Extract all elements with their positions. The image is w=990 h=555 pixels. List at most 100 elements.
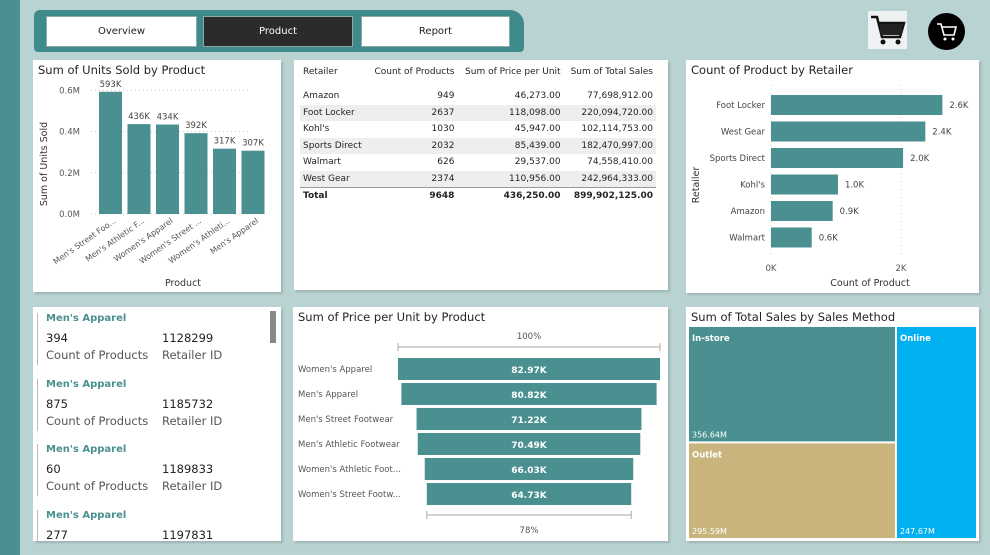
retailer-id-value: 1197831 [162,527,214,542]
data-label: 434K [157,113,179,123]
scrollbar-thumb[interactable] [270,311,276,343]
bar [771,201,833,221]
table-cell: 2032 [367,137,458,154]
data-label: 82.97K [511,366,547,376]
funnel-top-range [397,343,661,351]
table-cell: 77,698,912.00 [587,91,653,102]
column-header[interactable]: Retailer [303,67,338,77]
table-cell: 85,439.00 [457,137,564,154]
bar [127,124,151,214]
retailer-id-label: Retailer ID [162,348,223,362]
column-header[interactable]: Sum of Price per Unit [465,67,561,77]
product-card[interactable]: Men's Apparel 394 1128299 Count of Products… [37,313,257,365]
data-label: 70.49K [511,441,547,451]
bar [771,121,926,142]
data-label: 80.82K [511,391,547,401]
chart-title: Sum of Units Sold by Product [38,63,206,77]
data-label: 0.6K [819,234,839,244]
total-row: Total 9648 436,250.00 899,902,125.00 [300,186,656,204]
table-cell: 9648 [367,186,458,204]
product-card[interactable]: Men's Apparel 60 1189833 Count of Products R… [37,444,257,496]
column-header[interactable]: Sum of Total Sales [570,67,653,77]
table-cell: Walmart [303,157,341,168]
data-label: 2.6K [949,101,969,111]
table-cell: 626 [437,157,455,168]
table-cell: Sports Direct [300,137,368,154]
page-navigation: Overview Product Report [34,10,524,52]
shopping-cart-icon[interactable] [868,11,907,49]
table-cell: 1030 [431,124,455,135]
bar [156,124,179,214]
table-cell: West Gear [300,170,368,187]
funnel-bar [424,458,634,480]
category-label: Men's Apparel [298,390,358,400]
y-tick-label: 0.6M [59,86,80,96]
card-title: Men's Apparel [46,509,127,521]
table-cell: 102,114,753.00 [581,124,653,135]
data-label: 307K [242,139,264,149]
table-cell: 182,470,997.00 [563,137,656,154]
category-label: Women's Athletic Foot... [298,465,401,475]
bar [184,133,208,214]
card-title: Men's Apparel [46,444,127,455]
y-tick-label: 0.2M [59,169,80,179]
tile-value: 356.64M [692,430,727,439]
data-label: 71.22K [511,416,547,426]
table-cell: Total [300,186,368,204]
product-card[interactable]: Men's Apparel 875 1185732 Count of Products… [37,378,257,431]
funnel-bar [398,358,660,380]
product-card-list: Men's Apparel 394 1128299 Count of Products… [33,307,281,541]
treemap-tile [897,327,976,538]
count-value: 277 [46,527,68,542]
table-cell: 2637 [367,104,458,121]
card-title: Men's Apparel [46,378,127,390]
count-value: 60 [46,462,61,476]
column-header[interactable]: Count of Products [374,67,455,77]
data-label: 392K [185,121,207,131]
x-tick-label: 2K [896,264,907,274]
table-cell: 899,902,125.00 [563,186,656,204]
table-cell: 220,094,720.00 [563,104,656,121]
bar [771,174,838,195]
product-card[interactable]: Men's Apparel2771197831Count of Products… [37,509,257,542]
y-tick-label: Walmart [729,234,765,244]
tile-label: In-store [692,334,730,344]
table-cell: Foot Locker [300,104,368,121]
card-title: Men's Apparel [46,313,127,324]
count-label: Count of Products [46,413,149,428]
y-axis-title: Retailer [691,167,702,204]
table-cell: 436,250.00 [457,186,564,204]
bar [771,148,904,168]
funnel-bottom-label: 78% [520,526,539,536]
bar [99,91,122,214]
price-per-unit-funnel: Sum of Price per Unit by Product 100% 82.… [293,307,668,541]
funnel-plot: 100% 82.97K Women's Apparel 80.82K Men's App… [298,332,661,536]
y-tick-label: 0.4M [59,128,80,138]
treemap-tile [689,327,896,442]
tab-overview[interactable]: Overview [46,16,197,47]
data-label: 436K [128,112,150,122]
bar [771,227,812,248]
table-cell: 2374 [367,170,458,187]
funnel-top-label: 100% [517,332,541,342]
table-cell: Kohl's [303,124,330,135]
count-label: Count of Products [46,479,149,493]
funnel-bar [416,408,642,430]
tab-product[interactable]: Product [203,16,353,47]
table-cell: 29,537.00 [514,157,561,168]
tab-report[interactable]: Report [361,16,510,47]
table-cell: 46,273.00 [514,91,561,102]
y-tick-label: Kohl's [740,181,765,191]
table-row: Sports Direct 2032 85,439.00 182,470,997.00 [300,137,656,154]
shopping-cart-circle-icon[interactable] [928,13,965,50]
bar [213,148,236,214]
retailer-id-value: 1185732 [162,396,214,411]
treemap-plot: In-store 356.64M Outlet 295.59M Online 247.67… [689,327,976,538]
tile-label: Online [900,334,931,344]
tile-label: Outlet [692,450,722,460]
y-axis-title: Sum of Units Sold [39,122,50,206]
table-row: Amazon 949 46,273.00 77,698,912.00 [300,88,656,105]
treemap-tile [689,443,896,538]
category-label: Men's Athletic Footwear [298,440,400,450]
